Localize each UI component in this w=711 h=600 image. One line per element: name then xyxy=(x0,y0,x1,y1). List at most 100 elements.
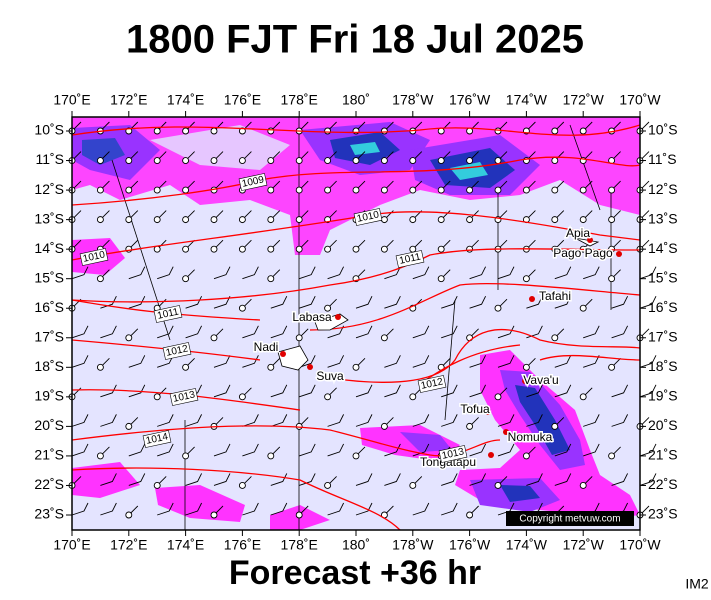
barb-station xyxy=(295,216,303,224)
barb xyxy=(583,325,600,339)
barb-station xyxy=(96,363,104,371)
barb-staff xyxy=(187,210,195,218)
barb xyxy=(355,502,373,516)
longitude-label: 170˚E xyxy=(53,537,90,553)
barb-staff xyxy=(528,180,536,189)
barb xyxy=(128,473,146,486)
barb xyxy=(242,266,259,280)
place-label: Nomuka xyxy=(508,430,553,444)
barb-staff xyxy=(244,476,252,484)
barb xyxy=(270,502,288,516)
barb xyxy=(128,443,146,457)
barb xyxy=(355,296,373,309)
barb xyxy=(412,355,430,368)
barb-staff xyxy=(187,269,195,278)
barb-station xyxy=(238,304,246,312)
barb-station xyxy=(210,511,218,519)
longitude-label: 174˚E xyxy=(167,537,204,553)
latitude-label: 18˚S xyxy=(648,358,678,374)
barb-station xyxy=(125,334,133,342)
barb-station xyxy=(551,186,559,194)
barb xyxy=(242,414,259,427)
barb-staff xyxy=(329,387,337,396)
barb xyxy=(355,414,373,427)
barb-staff xyxy=(357,357,366,366)
barb-staff xyxy=(329,210,337,218)
barb-staff xyxy=(613,210,621,218)
barb-station xyxy=(125,422,133,430)
barb-staff xyxy=(130,180,139,189)
barb xyxy=(554,296,572,309)
longitude-label: 174˚W xyxy=(506,537,548,553)
barb-staff xyxy=(471,328,479,337)
barb-staff xyxy=(556,210,565,218)
barb-station xyxy=(210,216,218,224)
place-label: Vava'u xyxy=(523,373,558,387)
barb xyxy=(497,266,515,280)
barb xyxy=(71,325,89,339)
barb xyxy=(611,296,629,309)
barb-station xyxy=(352,245,360,253)
barb-station xyxy=(409,216,417,224)
isobar-label-box xyxy=(353,208,383,226)
place-dot xyxy=(307,364,313,370)
barb-staff xyxy=(499,151,508,159)
barb xyxy=(441,325,458,339)
barb xyxy=(213,473,231,486)
barb-station xyxy=(238,157,246,164)
longitude-label: 176˚E xyxy=(224,537,261,553)
barb-staff xyxy=(613,180,621,189)
barb xyxy=(71,414,89,427)
barb-station xyxy=(295,186,303,194)
barb-staff xyxy=(244,121,252,130)
barb-staff xyxy=(386,210,394,218)
barb-staff xyxy=(641,210,650,218)
barb xyxy=(270,384,288,398)
barb xyxy=(128,296,146,309)
barb xyxy=(355,473,373,486)
land xyxy=(277,237,600,371)
barb xyxy=(242,355,259,368)
barb-station xyxy=(210,334,218,342)
barb-staff xyxy=(613,151,621,159)
barb-station xyxy=(267,363,275,371)
barb xyxy=(639,473,657,486)
latitude-label: 12˚S xyxy=(648,181,678,197)
barb-staff xyxy=(158,210,167,218)
barb xyxy=(441,414,458,427)
barb-station xyxy=(267,245,275,253)
barb-staff xyxy=(215,417,224,425)
barb xyxy=(441,296,458,309)
isobar-label-box xyxy=(417,375,447,393)
barb-staff xyxy=(641,417,650,425)
barb-station xyxy=(409,157,417,164)
isobar-label-box xyxy=(142,430,172,448)
place-dot xyxy=(616,251,622,257)
barb-staff xyxy=(528,210,536,218)
barb xyxy=(327,325,345,339)
place-label: Apia xyxy=(566,226,590,240)
barb-staff xyxy=(244,239,252,248)
latitude-label: 22˚S xyxy=(34,476,64,492)
barb-staff xyxy=(73,476,82,484)
barb-station xyxy=(295,245,303,253)
barb-station xyxy=(125,186,133,194)
barb xyxy=(526,384,543,398)
barb-station xyxy=(153,482,161,489)
longitude-label: 178˚W xyxy=(392,92,434,108)
barb-station xyxy=(182,363,190,371)
barb-station xyxy=(437,245,445,253)
isobar-labels: 1009 1010 1010 1011 1011 1012 1012 1013 1013 1014 xyxy=(79,173,468,463)
barb xyxy=(526,473,543,486)
barb-staff xyxy=(584,210,593,218)
barb-staff xyxy=(471,417,479,425)
barb-station xyxy=(267,157,275,164)
copyright: Copyright metvuw.com xyxy=(519,514,620,525)
barb-station xyxy=(153,186,161,194)
barb-station xyxy=(466,422,474,430)
title: 1800 FJT Fri 18 Jul 2025 xyxy=(126,18,584,62)
longitude-label: 176˚E xyxy=(224,92,261,108)
barb-staff xyxy=(556,328,565,337)
barb xyxy=(639,443,657,457)
barb xyxy=(441,502,458,516)
